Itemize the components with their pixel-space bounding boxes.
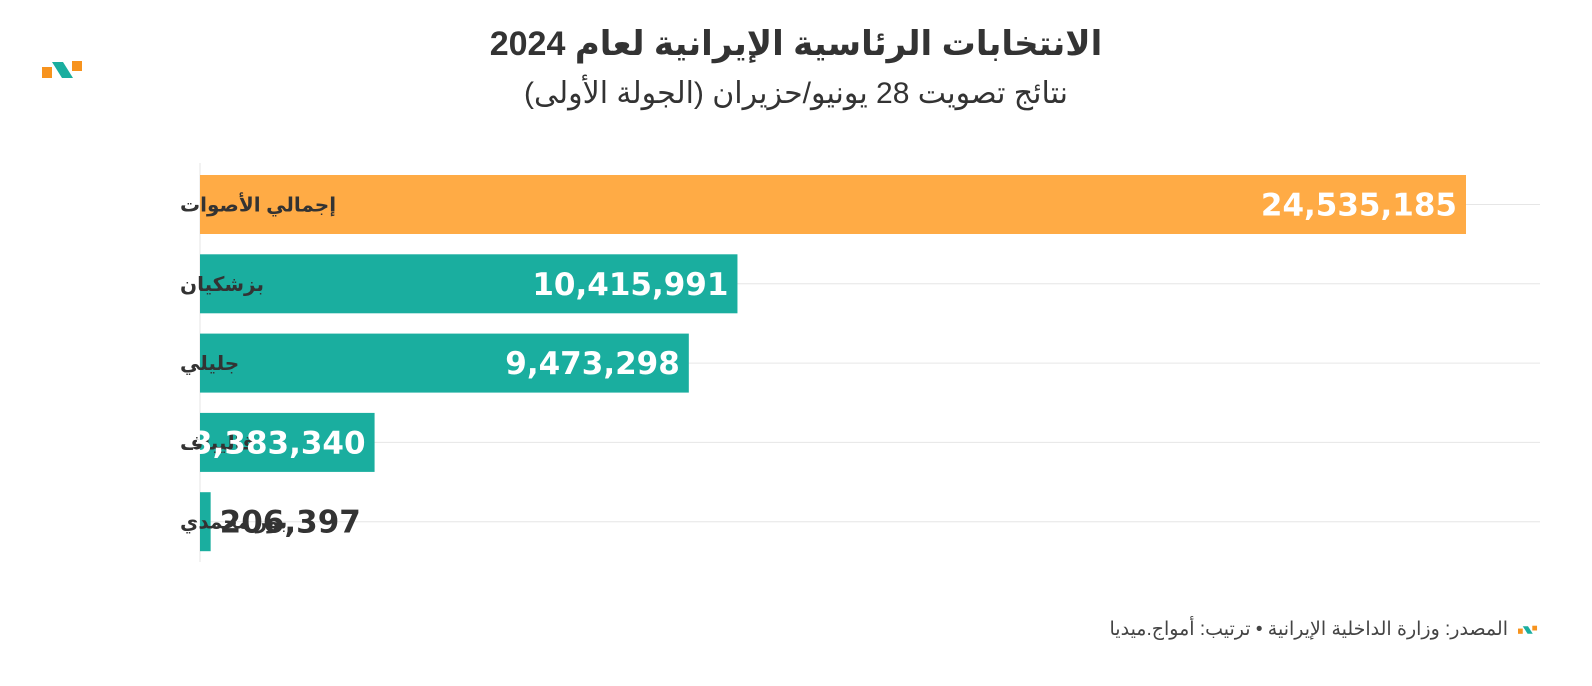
value-label: 206,397	[220, 505, 361, 541]
chart-subtitle: نتائج تصويت 28 يونيو/حزيران (الجولة الأو…	[523, 77, 1069, 110]
bar-4	[200, 492, 211, 552]
source-text: المصدر: وزارة الداخلية الإيرانية • ترتيب…	[1109, 619, 1508, 640]
category-label: إجمالي الأصوات	[180, 192, 336, 218]
value-label: 3,383,340	[191, 425, 366, 461]
value-label: 10,415,991	[532, 267, 728, 303]
bar-1	[200, 254, 738, 314]
chart-footer: المصدر: وزارة الداخلية الإيرانية • ترتيب…	[1110, 618, 1538, 641]
category-label: بزشكيان	[180, 274, 264, 296]
chart-title: الانتخابات الرئاسية الإيرانية لعام 2024	[489, 25, 1103, 63]
value-label: 24,535,185	[1261, 188, 1457, 224]
category-label: جليلي	[180, 353, 239, 376]
bar-0	[200, 175, 1466, 234]
amwaj-logo-icon	[42, 61, 82, 78]
value-label: 9,473,298	[505, 346, 680, 382]
bar-chart: إجمالي الأصوات 24,535,185 بزشكيان 10,415,99…	[180, 163, 1540, 562]
category-label: بور محمدي	[180, 512, 287, 535]
bar-3	[200, 412, 375, 472]
amwaj-small-logo-icon	[1518, 625, 1538, 634]
bar-2	[200, 333, 689, 393]
category-label: قاليباف	[180, 432, 255, 454]
